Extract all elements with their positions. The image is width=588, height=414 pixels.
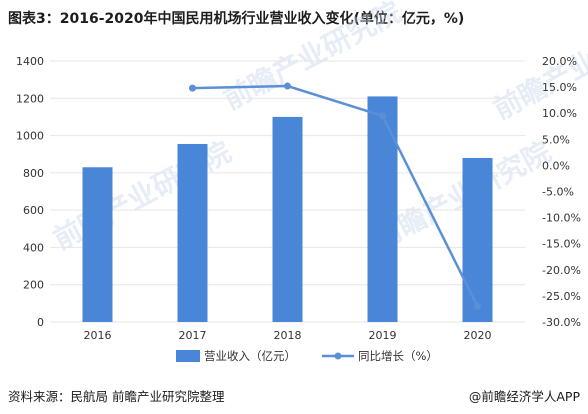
x-tick-label: 2016 [84,329,112,342]
bar [462,157,493,322]
bar [272,116,303,322]
line-point [189,84,196,92]
line-point [379,112,386,120]
y-right-tick-label: -25.0% [542,290,581,303]
y-right-tick-label: 0.0% [542,159,570,172]
legend: 营业收入（亿元） 同比增长（%） [176,349,438,363]
y-right-tick-label: 5.0% [542,133,570,146]
y-right-tick-label: 20.0% [542,55,577,68]
legend-line-label: 同比增长（%） [358,349,438,363]
bar-series [82,96,493,323]
y-left-tick-label: 0 [37,316,44,329]
y-left-tick-label: 200 [23,279,44,292]
watermark-text: 前瞻产业研究院 [48,135,237,256]
x-tick-label: 2017 [179,329,207,342]
legend-bar-label: 营业收入（亿元） [204,349,296,363]
y-right-tick-label: -30.0% [542,316,581,329]
y-right-tick-label: -10.0% [542,212,581,225]
x-tick-label: 2020 [464,329,492,342]
credit-note: @前瞻经济学人APP [468,389,580,404]
y-left-tick-label: 800 [23,167,44,180]
chart-title: 图表3：2016-2020年中国民用机场行业营业收入变化(单位：亿元，%) [8,11,465,27]
x-tick-label: 2019 [369,329,397,342]
x-axis: 2016 2017 2018 2019 2020 [84,329,492,342]
y-right-tick-label: -15.0% [542,238,581,251]
x-tick-label: 2018 [274,329,302,342]
y-right-tick-label: -20.0% [542,264,581,277]
y-left-tick-label: 400 [23,241,44,254]
y-right-tick-label: 15.0% [542,81,577,94]
y-right-tick-label: 10.0% [542,107,577,120]
line-point [474,302,481,310]
y-axis-right: -30.0% -25.0% -20.0% -15.0% -10.0% -5.0% 0.0% 5… [542,55,581,329]
source-note: 资料来源：民航局 前瞻产业研究院整理 [8,389,225,404]
y-left-tick-label: 1200 [16,92,44,105]
y-left-tick-label: 1000 [16,130,44,143]
y-left-tick-label: 600 [23,204,44,217]
legend-bar-swatch [176,350,200,362]
y-right-tick-label: -5.0% [542,186,574,199]
bar [177,143,208,322]
bar [82,167,113,322]
legend-line-marker [334,352,342,360]
y-axis-left: 0 200 400 600 800 1000 1200 1400 [16,55,44,329]
y-left-tick-label: 1400 [16,55,44,68]
line-path [192,84,479,307]
line-point [284,82,291,90]
line-series [189,82,481,310]
bar [367,96,398,323]
